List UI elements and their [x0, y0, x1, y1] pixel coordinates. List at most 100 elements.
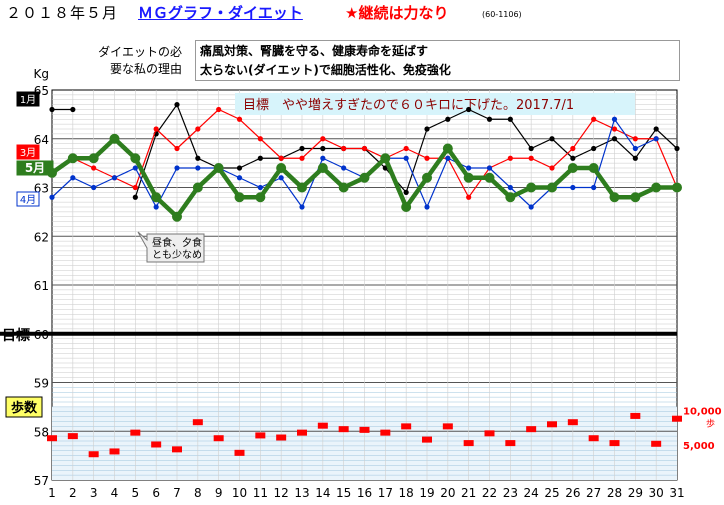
step-marker — [47, 435, 57, 441]
data-point — [258, 185, 263, 190]
data-point — [424, 126, 429, 131]
step-marker — [505, 440, 515, 446]
data-point — [404, 146, 409, 151]
data-point — [424, 156, 429, 161]
data-point — [68, 153, 78, 163]
data-point — [654, 126, 659, 131]
data-point — [237, 117, 242, 122]
data-point — [297, 183, 307, 193]
data-point — [445, 117, 450, 122]
data-point — [320, 156, 325, 161]
data-point — [466, 107, 471, 112]
data-point — [570, 146, 575, 151]
data-point — [610, 192, 620, 202]
x-tick-label: 6 — [152, 486, 160, 500]
data-point — [633, 146, 638, 151]
data-point — [424, 204, 429, 209]
step-marker — [443, 423, 453, 429]
y-tick-label: 62 — [34, 230, 49, 244]
header-link[interactable]: ＭＧグラフ・ダイエット — [138, 2, 303, 23]
step-marker — [568, 419, 578, 425]
step-marker — [610, 440, 620, 446]
data-point — [172, 212, 182, 222]
data-point — [505, 192, 515, 202]
x-tick-label: 9 — [215, 486, 223, 500]
data-point — [174, 102, 179, 107]
data-point — [508, 117, 513, 122]
reason-label-line2: 要な私の理由 — [72, 61, 182, 78]
data-point — [422, 173, 432, 183]
y-tick-label: 57 — [34, 474, 49, 488]
data-point — [91, 185, 96, 190]
data-point — [404, 156, 409, 161]
data-point — [591, 117, 596, 122]
data-point — [591, 146, 596, 151]
legend-label: 3月 — [20, 147, 36, 159]
data-point — [529, 156, 534, 161]
data-point — [237, 175, 242, 180]
step-marker — [297, 430, 307, 436]
step-marker — [464, 440, 474, 446]
step-marker — [547, 421, 557, 427]
step-marker — [172, 446, 182, 452]
x-tick-label: 8 — [194, 486, 202, 500]
data-point — [299, 146, 304, 151]
legend-label: 5月 — [25, 161, 45, 175]
step-marker — [68, 433, 78, 439]
x-tick-label: 29 — [628, 486, 643, 500]
data-point — [320, 146, 325, 151]
data-point — [612, 136, 617, 141]
data-point — [464, 173, 474, 183]
x-tick-label: 26 — [565, 486, 580, 500]
x-tick-label: 1 — [48, 486, 56, 500]
data-point — [174, 146, 179, 151]
x-tick-label: 21 — [461, 486, 476, 500]
y-tick-label: 58 — [34, 425, 49, 439]
data-point — [485, 173, 495, 183]
step-marker — [110, 448, 120, 454]
data-point — [235, 192, 245, 202]
data-point — [487, 165, 492, 170]
step-marker — [360, 427, 370, 433]
x-tick-label: 22 — [482, 486, 497, 500]
step-marker — [193, 419, 203, 425]
step-marker — [255, 432, 265, 438]
step-marker — [130, 430, 140, 436]
data-point — [526, 183, 536, 193]
data-point — [174, 165, 179, 170]
x-tick-label: 19 — [419, 486, 434, 500]
x-tick-label: 15 — [336, 486, 351, 500]
x-tick-label: 18 — [399, 486, 414, 500]
goal-label: 目標 — [2, 327, 30, 344]
x-tick-label: 25 — [544, 486, 559, 500]
x-tick-label: 3 — [90, 486, 98, 500]
x-tick-label: 7 — [173, 486, 181, 500]
y-tick-label: 60 — [34, 328, 49, 342]
data-point — [279, 175, 284, 180]
step-marker — [89, 451, 99, 457]
x-tick-label: 11 — [253, 486, 268, 500]
legend-label: 1月 — [20, 94, 36, 106]
x-tick-label: 12 — [274, 486, 289, 500]
data-point — [49, 107, 54, 112]
data-point — [216, 107, 221, 112]
data-point — [674, 146, 679, 151]
data-point — [193, 183, 203, 193]
y-tick-label: 59 — [34, 377, 49, 391]
data-point — [568, 163, 578, 173]
data-point — [445, 156, 450, 161]
step-marker — [318, 423, 328, 429]
data-point — [237, 165, 242, 170]
step-marker — [672, 416, 682, 422]
data-point — [133, 185, 138, 190]
x-tick-label: 14 — [315, 486, 330, 500]
x-tick-label: 23 — [503, 486, 518, 500]
data-point — [195, 156, 200, 161]
x-tick-label: 16 — [357, 486, 372, 500]
data-point — [70, 175, 75, 180]
steps-unit: 歩 — [706, 417, 715, 429]
data-point — [130, 153, 140, 163]
data-point — [529, 146, 534, 151]
step-marker — [276, 435, 286, 441]
step-marker — [526, 426, 536, 432]
